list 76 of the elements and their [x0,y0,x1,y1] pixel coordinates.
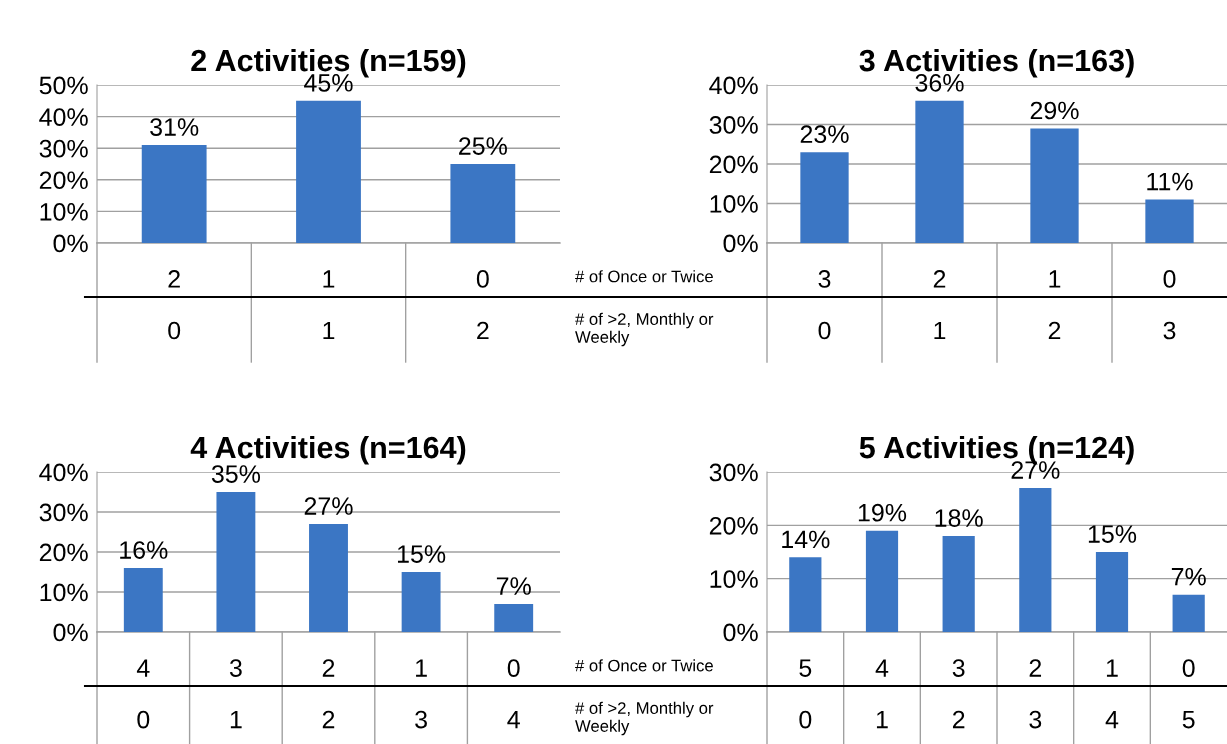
y-tick-label: 10% [40,583,88,602]
data-label: 27% [304,497,353,515]
category-label: 0 5 [1182,659,1195,729]
category-label: 1 1 [323,270,335,340]
y-tick-label: 0% [53,623,88,642]
bar [296,100,361,243]
category-label: 1 3 [415,659,427,729]
bar [401,572,441,632]
bar [800,152,849,243]
data-label: 19% [858,503,907,522]
category-label: 0 4 [507,659,520,729]
data-label: 31% [150,118,199,136]
data-label: 35% [211,465,261,483]
y-tick-label: 10% [710,195,758,213]
y-tick-label: 20% [709,516,758,535]
data-label: 15% [397,545,446,563]
y-tick-label: 20% [39,543,88,562]
category-label: 4 1 [875,659,889,729]
bar [216,492,256,632]
data-label: 23% [800,125,849,144]
text: # of Once or Twice [575,659,713,672]
category-label: 4 0 [136,659,150,729]
bar [141,145,207,243]
bar [915,100,964,243]
y-tick-label: 0% [723,234,758,253]
data-label: 7% [496,577,531,595]
data-label: 14% [782,530,830,549]
y-tick-label: 40% [39,463,88,482]
bar [1172,594,1205,632]
data-label: 25% [459,137,507,155]
y-tick-label: 10% [710,570,758,588]
category-label: 3 0 [818,270,831,340]
y-tick-label: 30% [39,139,88,158]
category-label: 0 2 [476,270,489,340]
bar [1030,128,1079,243]
bar [865,530,899,632]
bar [942,536,975,632]
data-label: 16% [120,541,168,559]
y-tick-label: 10% [40,203,88,221]
bar [1019,488,1052,632]
bar [309,524,348,632]
y-tick-label: 50% [39,76,88,95]
text: # of >2, Monthly or Weekly [575,312,714,347]
category-label: 2 0 [168,270,181,340]
bar [1145,199,1194,243]
category-label: 3 2 [952,659,965,729]
data-label: 11% [1147,172,1193,191]
y-tick-label: 0% [723,623,758,642]
bar [450,164,516,243]
bar [123,568,163,632]
data-label: 18% [935,509,983,527]
category-label: 0 3 [1163,270,1176,340]
data-label: 15% [1088,525,1137,543]
y-tick-label: 30% [709,463,758,482]
category-label: 3 1 [229,659,242,729]
text: # of Once or Twice [575,270,713,283]
y-tick-label: 20% [39,171,88,190]
y-tick-label: 40% [39,108,88,126]
y-tick-label: 0% [53,234,88,253]
category-label: 2 1 [933,270,946,340]
data-label: 7% [1171,567,1206,586]
bar [494,604,534,632]
category-label: 2 2 [322,659,335,729]
chart-title: 4 Activities (n=164) [190,435,466,465]
category-label: 1 2 [1048,270,1061,340]
data-label: 29% [1030,101,1079,120]
y-tick-label: 20% [709,155,758,174]
y-tick-label: 30% [39,503,88,522]
category-label: 2 3 [1029,659,1042,729]
bar [1095,552,1129,632]
y-tick-label: 40% [709,76,758,95]
category-label: 5 0 [799,659,812,729]
bar [789,557,822,632]
category-label: 1 4 [1105,659,1119,729]
y-tick-label: 30% [709,116,758,134]
text: # of >2, Monthly or Weekly [575,701,714,736]
